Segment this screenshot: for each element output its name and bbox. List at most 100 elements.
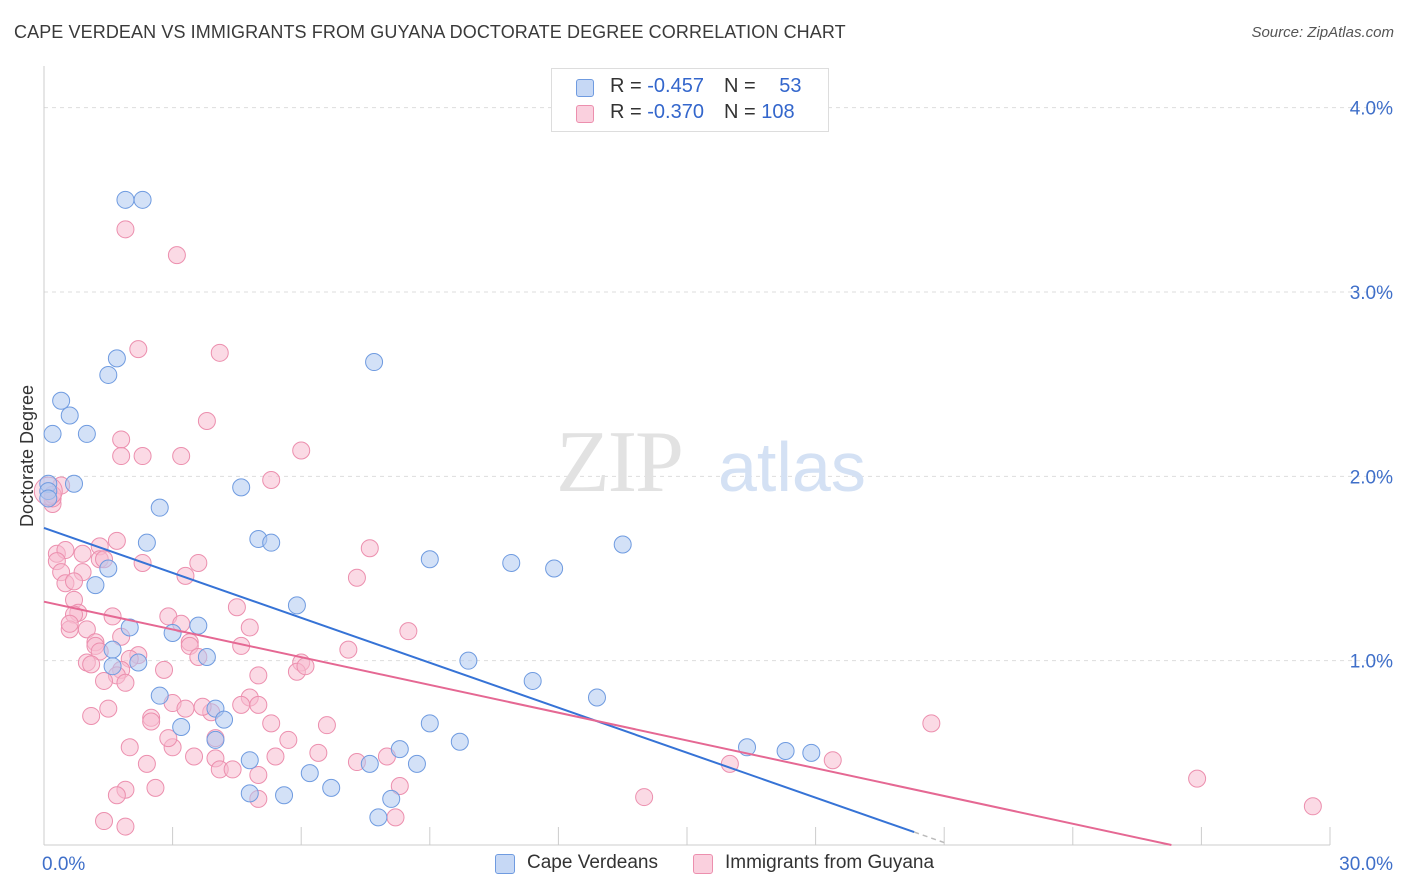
guyana-point (317, 716, 336, 735)
cape-verdean-point (197, 647, 216, 666)
guyana-point (82, 655, 101, 674)
guyana-point (133, 447, 152, 466)
guyana-point (120, 738, 139, 757)
guyana-point (347, 568, 366, 587)
guyana-point (262, 471, 281, 490)
guyana-point (223, 760, 242, 779)
cape-verdean-point (107, 349, 126, 368)
guyana-point (249, 695, 268, 714)
guyana-point (137, 754, 156, 773)
cape-verdean-point (459, 651, 478, 670)
cape-verdean-point (287, 596, 306, 615)
guyana-point (65, 572, 84, 591)
cape-verdean-point (150, 686, 169, 705)
legend-n-label: N = (723, 75, 762, 97)
guyana-point (95, 812, 114, 831)
cape-verdean-point (60, 406, 79, 425)
legend-r-value: -0.457 (647, 75, 704, 97)
cape-verdean-point (99, 365, 118, 384)
cape-verdean-point (523, 671, 542, 690)
y-axis-label: Doctorate Degree (17, 385, 37, 527)
series-legend: Cape Verdeans Immigrants from Guyana (0, 852, 1406, 878)
y-tick-label: 4.0% (1350, 99, 1393, 120)
legend-swatch-blue (576, 79, 594, 97)
guyana-point (73, 544, 92, 563)
cape-verdean-point (390, 740, 409, 759)
guyana-point (176, 566, 195, 585)
y-tick-label: 1.0% (1350, 652, 1393, 673)
cape-verdean-point (120, 618, 139, 637)
y-tick-label: 3.0% (1350, 283, 1393, 304)
guyana-point (107, 531, 126, 550)
legend-n-label: N = (723, 101, 762, 123)
legend-n-value: 108 (761, 101, 795, 123)
guyana-point (240, 618, 259, 637)
cape-verdean-point (240, 784, 259, 803)
guyana-point (116, 673, 135, 692)
series-legend-swatch-pink (693, 854, 713, 874)
cape-verdean-point (262, 533, 281, 552)
cape-verdean-point (116, 190, 135, 209)
trendline-cape-verdeans-extension (913, 831, 945, 844)
trendline-immigrants-from-guyana (43, 600, 1172, 846)
guyana-point (185, 747, 204, 766)
cape-verdean-point (137, 533, 156, 552)
cape-verdean-point (215, 710, 234, 729)
guyana-point (823, 751, 842, 770)
cape-verdean-point (86, 576, 105, 595)
guyana-point (1303, 797, 1322, 816)
cape-verdean-point (450, 732, 469, 751)
guyana-point (1188, 769, 1207, 788)
cape-verdean-point (189, 616, 208, 635)
cape-verdean-point (502, 553, 521, 572)
cape-verdean-point (420, 550, 439, 569)
legend-r-label: R = (610, 75, 648, 97)
guyana-point (189, 553, 208, 572)
cape-verdean-point (382, 789, 401, 808)
guyana-point (99, 699, 118, 718)
series-cape-verdeans-points (39, 190, 821, 827)
cape-verdean-point (163, 624, 182, 643)
cape-verdean-point (129, 653, 148, 672)
cape-verdean-point (77, 424, 96, 443)
guyana-point (129, 340, 148, 359)
cape-verdean-point (206, 730, 225, 749)
guyana-point (155, 660, 174, 679)
guyana-point (390, 777, 409, 796)
tick-labels: 1.0% 2.0% 3.0% 4.0% 0.0% 30.0% (42, 99, 1393, 875)
cape-verdean-point (52, 391, 71, 410)
axes (43, 66, 1331, 846)
cape-verdean-point (275, 786, 294, 805)
guyana-point (167, 246, 186, 265)
guyana-point (292, 441, 311, 460)
cape-verdean-point (776, 741, 795, 760)
cape-verdean-point (587, 688, 606, 707)
guyana-point (146, 778, 165, 797)
x-tick-label: 30.0% (1339, 854, 1393, 875)
guyana-point (159, 729, 178, 748)
series-legend-label: Cape Verdeans (527, 852, 658, 873)
guyana-point (95, 671, 114, 690)
cape-verdean-point (322, 778, 341, 797)
guyana-point (107, 786, 126, 805)
guyana-point (309, 743, 328, 762)
cape-verdean-point (99, 559, 118, 578)
cape-verdean-point (39, 489, 58, 508)
guyana-point (172, 447, 191, 466)
guyana-point (116, 817, 135, 836)
guyana-point (210, 343, 229, 362)
guyana-point (197, 412, 216, 431)
cape-verdean-point (103, 657, 122, 676)
chart-title: CAPE VERDEAN VS IMMIGRANTS FROM GUYANA D… (14, 22, 846, 42)
guyana-point (82, 706, 101, 725)
cape-verdean-point (133, 190, 152, 209)
cape-verdean-point (613, 535, 632, 554)
series-legend-label: Immigrants from Guyana (725, 852, 935, 873)
grid-lines (43, 66, 1390, 845)
legend-swatch-pink (576, 105, 594, 123)
cape-verdean-point (232, 478, 251, 497)
guyana-point (227, 598, 246, 617)
cape-verdean-point (43, 424, 62, 443)
cape-verdean-point (802, 743, 821, 762)
